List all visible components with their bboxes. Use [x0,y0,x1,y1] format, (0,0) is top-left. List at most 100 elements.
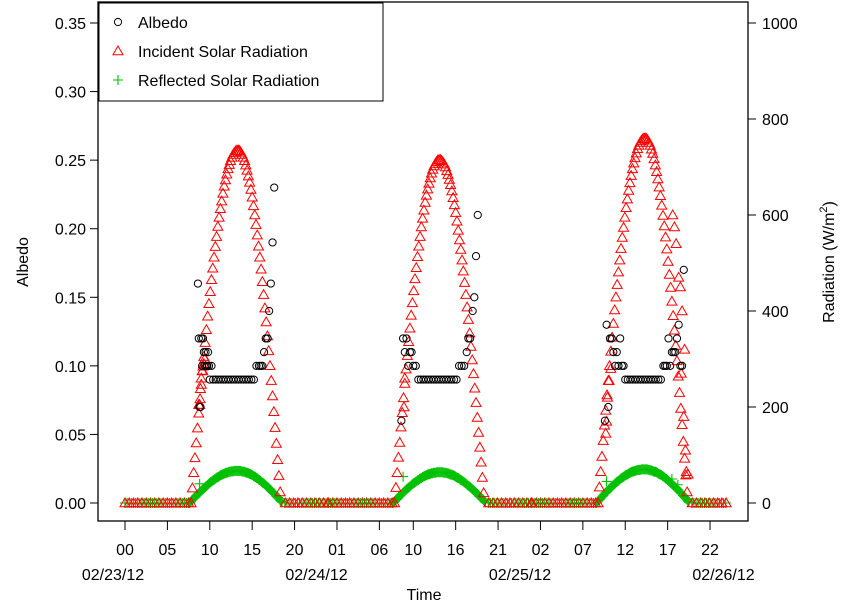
left-tick-label: 0.25 [55,153,86,170]
data-point [608,304,621,315]
data-point [203,348,213,357]
data-point [416,212,429,223]
data-point [205,273,218,285]
data-point [626,162,639,174]
data-point [659,231,672,242]
left-tick-label: 0.05 [55,427,86,444]
data-point [215,195,228,206]
data-point [400,363,412,374]
data-point [620,201,632,213]
data-point [680,469,692,480]
x-tick-label: 21 [489,542,507,559]
legend: Albedo Incident Solar Radiation Reflected … [98,2,384,102]
data-point [270,437,283,448]
legend-marker [112,44,124,56]
data-point [410,261,423,273]
left-tick-label: 0.00 [55,496,86,513]
left-tick-label: 0.15 [55,290,86,307]
data-point [252,361,261,370]
data-point [270,183,279,192]
data-point [664,334,673,343]
data-point [214,202,227,214]
right-tick-label: 600 [762,208,789,225]
data-point [666,208,679,220]
data-point [614,361,623,370]
x-tick-label: 15 [243,542,261,559]
data-point [266,389,279,401]
data-point [653,181,666,192]
right-tick-label: 800 [762,112,789,129]
data-point [462,348,471,357]
data-point [267,405,280,417]
data-point [242,170,255,181]
data-point [398,400,410,412]
data-point [675,367,688,378]
data-point [260,316,273,327]
left-tick-label: 0.20 [55,222,86,239]
data-point [195,378,208,389]
data-point [423,177,435,188]
data-point [471,252,481,261]
data-point [599,404,612,415]
data-point [452,224,465,235]
data-point [274,485,287,497]
data-point [618,211,631,222]
data-point [473,441,486,452]
data-point [651,375,660,384]
data-point [610,291,622,302]
data-point [397,391,410,403]
data-point [664,281,677,292]
data-point [461,301,473,312]
data-point [196,402,205,412]
right-tick-label: 0 [762,496,771,513]
data-point [600,416,610,425]
data-point [471,411,484,422]
data-point [210,230,223,241]
data-point [472,426,485,437]
data-point [599,427,612,438]
data-point [602,320,611,329]
data-point [594,465,607,477]
data-point [671,348,680,357]
data-point [190,436,203,448]
data-point [218,180,231,191]
data-point [252,240,265,251]
data-point [244,375,253,384]
data-point [671,354,683,366]
data-point [625,169,638,180]
data-point [447,375,456,384]
data-point [392,451,405,462]
data-point [434,153,447,165]
data-point [402,334,411,343]
data-point [271,453,284,465]
data-point [467,367,480,379]
data-point [457,361,466,370]
x-tick-label: 02 [532,542,550,559]
data-point [247,375,256,384]
data-point [475,456,487,467]
data-point [273,469,285,480]
series-triangle [119,132,733,508]
data-point [456,254,468,265]
data-point [656,375,665,384]
data-point [406,296,419,308]
data-point [245,183,257,194]
x-date-label: 02/26/12 [692,567,754,584]
data-point [201,348,210,357]
data-point [674,402,687,413]
data-point [449,206,462,217]
data-point [200,323,213,334]
data-point [677,410,690,421]
data-point [411,361,420,370]
data-point [219,173,232,185]
data-point [454,361,464,370]
x-date-label: 02/24/12 [285,567,347,584]
legend-marker [113,17,123,27]
data-point [256,361,265,370]
data-point [239,159,252,170]
series-circle [193,183,688,425]
data-point [476,471,489,482]
data-point [443,173,456,184]
data-point [616,334,625,343]
data-point [206,262,219,273]
